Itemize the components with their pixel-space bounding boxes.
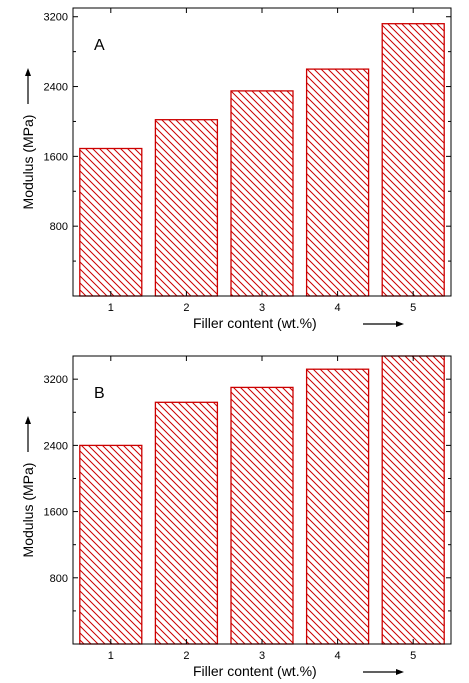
panel-label: A <box>94 37 105 54</box>
chart-panel-B: 800 1600 2400 3200 1 2 3 4 5 B Filler content (wt.… <box>20 355 452 679</box>
y-tick-label: 2400 <box>44 440 68 452</box>
x-tick-label: 3 <box>259 302 265 314</box>
y-axis-arrowhead <box>25 68 31 76</box>
x-tick-label: 2 <box>183 650 189 662</box>
x-axis-arrowhead <box>396 321 404 327</box>
x-tick-label: 5 <box>410 302 416 314</box>
y-axis-title: Modulus (MPa) <box>20 115 36 210</box>
y-tick-label: 1600 <box>44 507 68 519</box>
y-tick-label: 3200 <box>44 12 68 24</box>
y-axis-arrowhead <box>25 416 31 424</box>
x-tick-label: 4 <box>335 650 341 662</box>
x-tick-label: 4 <box>335 302 341 314</box>
x-tick-label: 1 <box>108 650 114 662</box>
y-tick-label: 1600 <box>44 151 68 163</box>
bar-3 <box>230 386 294 645</box>
y-tick-label: 3200 <box>44 374 68 386</box>
bar-2 <box>154 401 219 645</box>
bar-1 <box>79 147 143 297</box>
bar-3 <box>230 90 294 297</box>
y-axis-title: Modulus (MPa) <box>20 463 36 558</box>
x-tick-label: 2 <box>183 302 189 314</box>
x-axis-arrowhead <box>396 669 404 675</box>
bar-5 <box>381 23 445 297</box>
x-axis-title: Filler content (wt.%) <box>193 315 317 331</box>
x-tick-label: 5 <box>410 650 416 662</box>
bar-2 <box>154 119 219 297</box>
x-axis-title: Filler content (wt.%) <box>193 663 317 679</box>
bar-1 <box>79 444 143 645</box>
y-tick-label: 800 <box>50 221 68 233</box>
x-tick-label: 3 <box>259 650 265 662</box>
x-tick-label: 1 <box>108 302 114 314</box>
chart-panel-A: 800 1600 2400 3200 1 2 3 4 5 A Filler content (wt.… <box>20 7 452 331</box>
bar-4 <box>305 368 370 645</box>
bar-5 <box>381 355 445 645</box>
y-tick-label: 2400 <box>44 82 68 94</box>
bar-4 <box>305 68 370 297</box>
y-tick-label: 800 <box>50 573 68 585</box>
panel-label: B <box>94 385 105 402</box>
